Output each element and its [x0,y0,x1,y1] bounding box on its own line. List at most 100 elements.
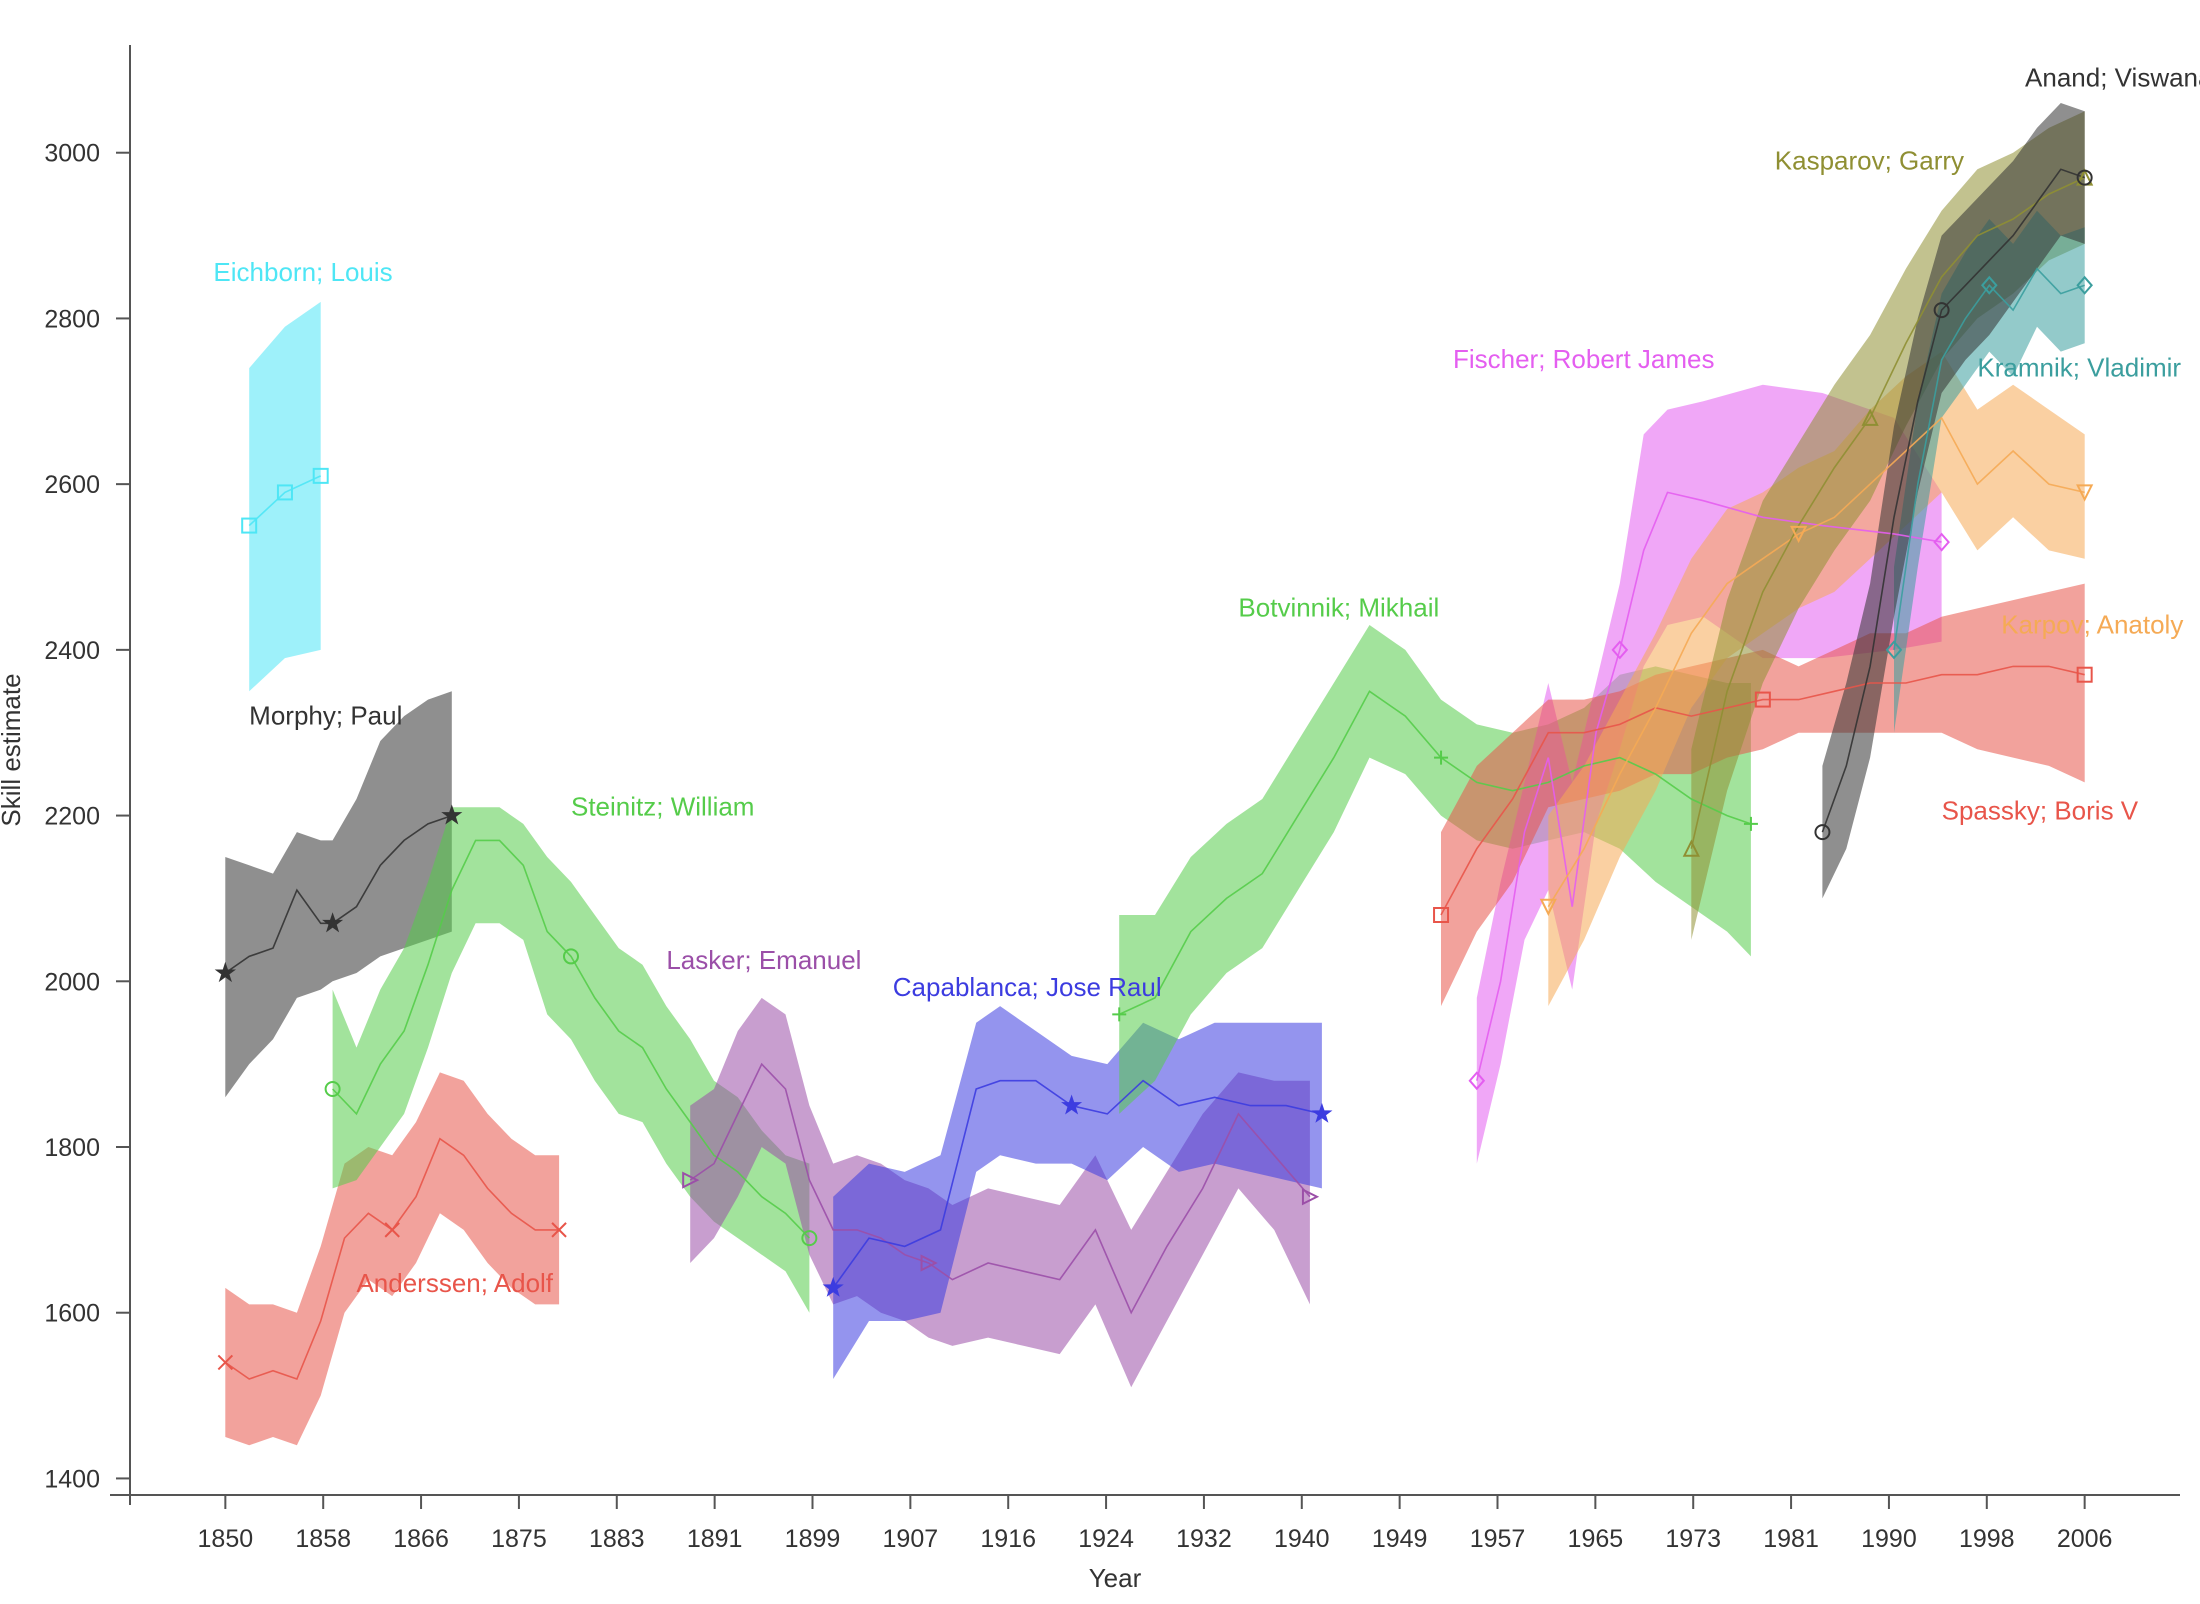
marker-botvinnik-mikhail [1434,750,1449,765]
x-tick-label: 1924 [1078,1525,1134,1553]
line-anand-viswanathan [1821,168,2085,833]
label-kramnik-vladimir: Kramnik; Vladimir [1977,352,2181,382]
confidence-bands [225,103,2085,1446]
marker-fischer-robert-james [1933,532,1950,552]
x-axis-ticks: 1850 1858 1866 1875 1883 1891 1899 1907 1916 1924… [198,1495,2113,1553]
marker-eichborn-louis [241,517,258,534]
marker-spassky-boris-v [1433,907,1450,923]
x-tick-label: 1866 [393,1525,449,1553]
x-tick-label: 1883 [589,1525,645,1553]
marker-kramnik-vladimir [1980,275,1998,295]
x-tick-label: 1981 [1763,1525,1819,1553]
band-capablanca-jose-raul [833,1006,1322,1379]
band-morphy-paul [225,691,452,1098]
line-karpov-anatoly [1547,416,2085,908]
x-tick-label: 1850 [198,1525,254,1553]
label-steinitz-william: Steinitz; William [571,792,754,822]
x-tick-label: 1957 [1470,1525,1526,1553]
marker-lasker-emanuel [1301,1188,1320,1206]
y-tick-label: 2400 [44,637,100,665]
y-tick-label: 2000 [44,968,100,996]
x-tick-label: 1932 [1176,1525,1232,1553]
marker-eichborn-louis [276,484,293,501]
label-eichborn-louis: Eichborn; Louis [213,257,392,287]
marker-kramnik-vladimir [1885,640,1903,660]
marker-anderssen-adolf [384,1222,400,1238]
y-tick-label: 2600 [44,471,100,499]
label-morphy-paul: Morphy; Paul [249,700,402,730]
marker-anderssen-adolf [217,1354,234,1371]
y-tick-label: 2800 [44,305,100,333]
line-spassky-boris-v [1440,665,2085,916]
label-botvinnik-mikhail: Botvinnik; Mikhail [1238,593,1439,623]
marker-karpov-anatoly [1539,898,1557,916]
label-anand-viswanathan: Anand; Viswanathan [2025,62,2200,92]
marker-capablanca-jose-raul [1061,1094,1083,1115]
marker-lasker-emanuel [920,1254,938,1272]
y-tick-label: 3000 [44,140,100,168]
marker-karpov-anatoly [2076,484,2094,502]
label-fischer-robert-james: Fischer; Robert James [1453,344,1715,374]
axes: 1850 1858 1866 1875 1883 1891 1899 1907 1916 1924… [0,45,2180,1593]
marker-kasparov-garry [1861,408,1879,426]
marker-eichborn-louis [312,467,329,484]
y-axis-ticks: 1400 1600 1800 2000 2200 2400 2600 2800 3000 [44,140,130,1493]
x-tick-label: 1916 [980,1525,1036,1553]
marker-botvinnik-mikhail [1743,816,1758,831]
label-lasker-emanuel: Lasker; Emanuel [666,945,861,975]
line-eichborn-louis [248,475,322,527]
x-tick-label: 1949 [1372,1525,1428,1553]
x-axis-title: Year [1089,1563,1142,1593]
line-steinitz-william [332,839,810,1239]
marker-spassky-boris-v [1754,691,1771,708]
x-tick-label: 1875 [491,1525,547,1553]
label-capablanca-jose-raul: Capablanca; Jose Raul [893,972,1162,1002]
marker-steinitz-william [324,1081,341,1097]
line-fischer-robert-james [1476,491,1942,1081]
marker-karpov-anatoly [1789,525,1808,544]
marker-kasparov-garry [1682,839,1700,857]
marker-anand-viswanathan [1933,302,1950,319]
marker-lasker-emanuel [682,1171,700,1189]
y-tick-label: 2200 [44,803,100,831]
label-anderssen-adolf: Anderssen; Adolf [356,1268,553,1298]
marker-steinitz-william [562,948,579,965]
y-tick-label: 1600 [44,1300,100,1328]
marker-fischer-robert-james [1468,1071,1486,1091]
marker-anand-viswanathan [2076,169,2093,186]
band-eichborn-louis [249,301,321,692]
marker-capablanca-jose-raul [1311,1102,1333,1123]
marker-botvinnik-mikhail [1112,1007,1127,1022]
label-karpov-anatoly: Karpov; Anatoly [2001,609,2183,639]
line-kramnik-vladimir [1893,267,2085,651]
y-tick-label: 1800 [44,1134,100,1162]
y-axis-title: Skill estimate [0,673,26,826]
marker-morphy-paul [214,961,237,983]
band-spassky-boris-v [1441,583,2085,1007]
label-kasparov-garry: Kasparov; Garry [1775,145,1964,175]
x-tick-label: 1858 [295,1525,351,1553]
marker-anderssen-adolf [551,1222,567,1238]
marker-kramnik-vladimir [2076,275,2093,295]
x-tick-label: 1899 [785,1525,841,1553]
x-tick-label: 1990 [1861,1525,1917,1553]
series-labels: Anderssen; Adolf Eichborn; Louis Morphy; P… [213,62,2200,1298]
x-tick-label: 1891 [687,1525,743,1553]
x-tick-label: 1965 [1568,1525,1624,1553]
series-markers [214,168,2094,1371]
marker-morphy-paul [441,804,463,825]
marker-fischer-robert-james [1611,640,1629,660]
label-spassky-boris-v: Spassky; Boris V [1942,796,2139,826]
line-lasker-emanuel [689,1062,1311,1315]
marker-capablanca-jose-raul [822,1276,844,1297]
x-tick-label: 2006 [2057,1525,2113,1553]
marker-spassky-boris-v [2076,666,2093,683]
x-tick-label: 1907 [883,1525,939,1553]
line-kasparov-garry [1690,176,2086,849]
marker-steinitz-william [801,1230,818,1247]
x-tick-label: 1940 [1274,1525,1330,1553]
marker-morphy-paul [322,912,344,933]
x-tick-label: 1973 [1665,1525,1721,1553]
